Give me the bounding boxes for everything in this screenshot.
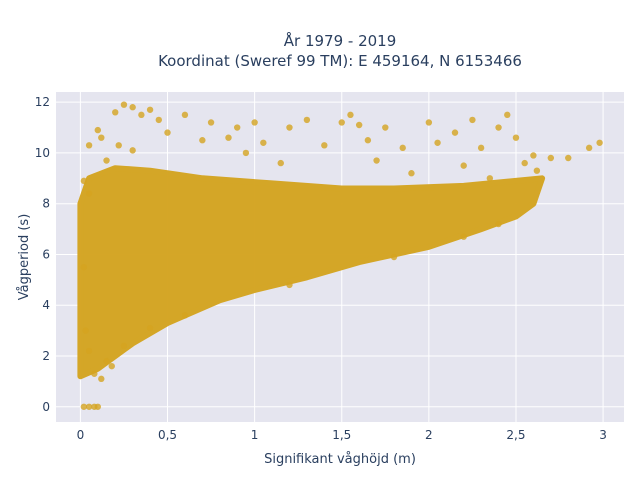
x-tick-label: 3 — [599, 428, 607, 442]
scatter-point — [91, 370, 98, 377]
scatter-point — [364, 137, 372, 144]
scatter-point — [382, 124, 389, 131]
scatter-point — [85, 403, 93, 410]
scatter-point — [585, 144, 593, 152]
scatter-point — [129, 147, 136, 154]
scatter-point — [260, 139, 267, 146]
scatter-point — [434, 139, 441, 146]
scatter-point — [321, 142, 328, 149]
scatter-point — [164, 129, 171, 136]
scatter-point — [373, 157, 380, 164]
scatter-point — [286, 124, 293, 131]
scatter-point — [425, 119, 433, 126]
scatter-point — [80, 263, 88, 271]
scatter-point — [251, 119, 258, 126]
scatter-point — [225, 134, 232, 141]
scatter-point — [242, 149, 250, 157]
scatter-point — [85, 142, 93, 149]
scatter-point — [120, 101, 128, 108]
scatter-point — [477, 144, 485, 152]
scatter-point — [390, 253, 398, 261]
scatter-point — [512, 134, 520, 141]
scatter-point — [234, 124, 241, 131]
scatter-point — [347, 111, 354, 119]
scatter-point — [338, 119, 345, 126]
scatter-point — [286, 281, 293, 289]
scatter-point — [530, 152, 537, 159]
dense-point-area — [77, 165, 546, 380]
y-tick-label: 6 — [42, 247, 50, 261]
scatter-point — [547, 154, 555, 162]
x-tick-label: 1 — [251, 428, 259, 442]
scatter-point — [94, 403, 102, 410]
y-tick-label: 0 — [42, 400, 50, 414]
scatter-point — [199, 137, 206, 144]
scatter-point — [277, 159, 284, 167]
scatter-point — [98, 134, 105, 141]
dense-point-cloud — [77, 165, 546, 380]
y-axis-label: Vågperiod (s) — [17, 214, 32, 301]
scatter-point — [460, 162, 467, 169]
scatter-point — [355, 121, 363, 129]
scatter-point — [486, 175, 494, 182]
scatter-point — [85, 347, 93, 355]
scatter-point — [98, 375, 105, 383]
scatter-point — [533, 167, 541, 174]
chart-title-line-1: År 1979 - 2019 — [284, 31, 397, 50]
scatter-point — [504, 111, 511, 119]
scatter-point — [460, 233, 467, 240]
y-tick-label: 4 — [42, 298, 50, 312]
scatter-point — [94, 126, 102, 134]
x-axis-label: Signifikant våghöjd (m) — [264, 452, 416, 467]
scatter-point — [146, 106, 154, 113]
scatter-point — [495, 124, 502, 131]
scatter-point — [80, 177, 88, 185]
x-tick-label: 0 — [77, 428, 85, 442]
scatter-point — [451, 129, 459, 136]
x-tick-label: 2,5 — [506, 428, 525, 442]
scatter-point — [565, 154, 572, 162]
y-tick-label: 10 — [35, 146, 50, 160]
scatter-point — [399, 144, 406, 152]
y-tick-label: 2 — [42, 349, 50, 363]
scatter-points — [80, 101, 603, 410]
x-tick-label: 2 — [425, 428, 433, 442]
x-axis-ticks: 0 0,5 1 1,5 2 2,5 3 — [77, 428, 607, 442]
scatter-point — [80, 403, 88, 410]
scatter-point — [108, 362, 115, 370]
x-tick-label: 1,5 — [332, 428, 351, 442]
scatter-point — [596, 139, 603, 146]
scatter-point — [521, 159, 528, 167]
scatter-point — [112, 109, 119, 116]
scatter-point — [207, 119, 215, 126]
scatter-point — [495, 220, 502, 228]
scatter-point — [82, 327, 89, 334]
scatter-point — [103, 157, 110, 164]
y-axis-ticks: 0 2 4 6 8 10 12 — [35, 95, 50, 414]
scatter-point — [155, 116, 162, 124]
scatter-point — [303, 116, 311, 124]
scatter-point — [85, 190, 93, 197]
scatter-point — [469, 116, 476, 124]
scatter-point — [138, 111, 145, 119]
y-tick-label: 8 — [42, 197, 50, 211]
scatter-point — [181, 312, 189, 319]
scatter-point — [146, 324, 154, 332]
scatter-point — [129, 104, 136, 111]
scatter-point — [181, 111, 189, 119]
chart-title-line-2: Koordinat (Sweref 99 TM): E 459164, N 61… — [158, 52, 522, 70]
scatter-point — [103, 357, 110, 365]
x-tick-label: 0,5 — [158, 428, 177, 442]
scatter-point — [408, 170, 415, 177]
scatter-point — [115, 142, 122, 149]
y-tick-label: 12 — [35, 95, 50, 109]
scatter-point — [120, 342, 128, 350]
